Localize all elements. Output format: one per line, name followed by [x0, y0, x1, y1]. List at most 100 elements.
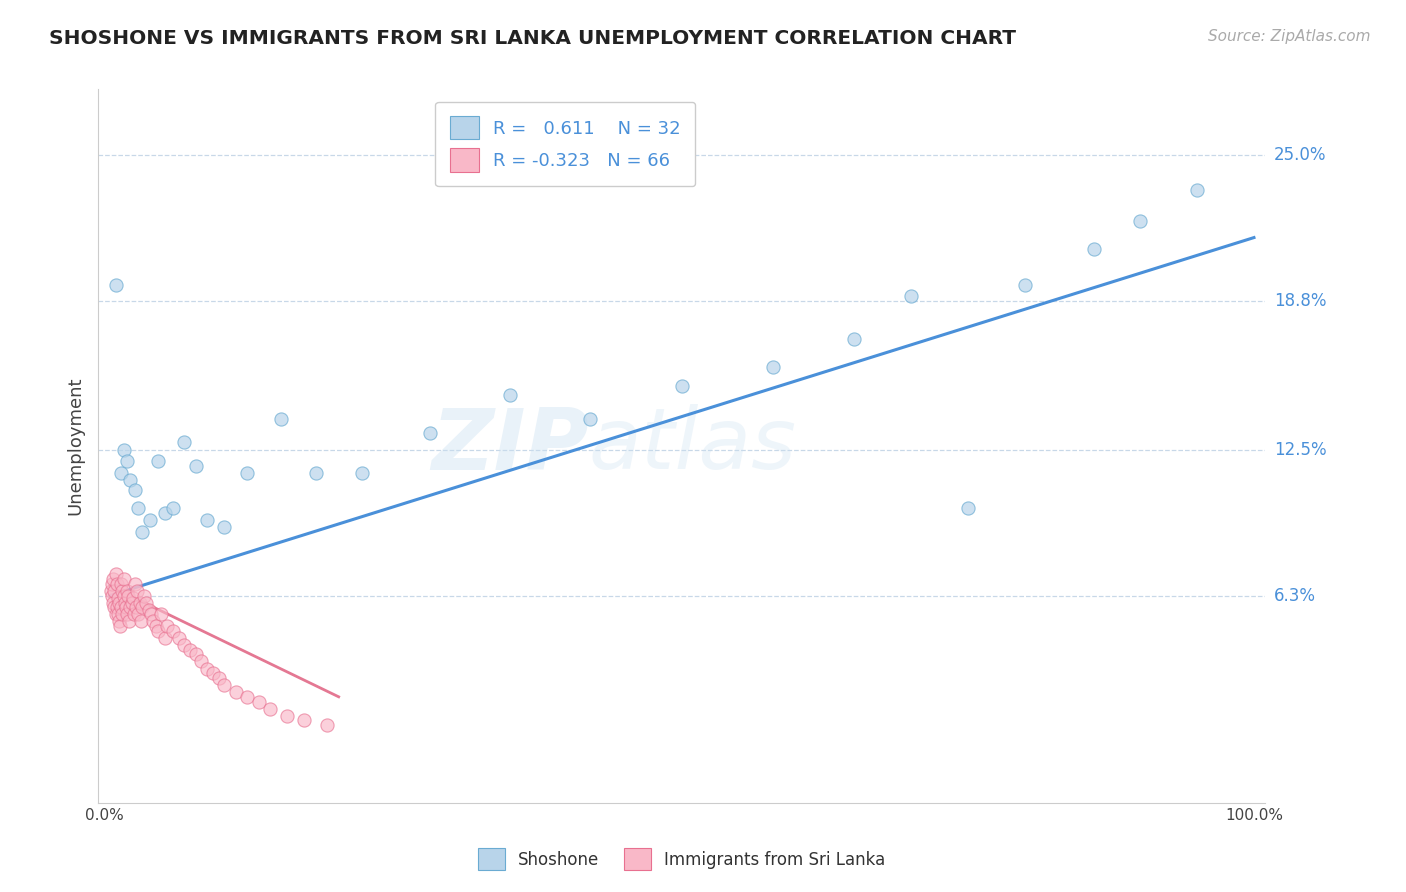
Text: 0.0%: 0.0%	[84, 807, 124, 822]
Point	[108, 619, 131, 633]
Point	[120, 600, 142, 615]
Point	[195, 662, 218, 676]
Point	[156, 619, 179, 633]
Point	[579, 412, 602, 426]
Point	[104, 567, 127, 582]
Point	[671, 379, 693, 393]
Point	[184, 458, 207, 473]
Point	[125, 600, 148, 615]
Text: 25.0%: 25.0%	[1274, 146, 1326, 164]
Point	[104, 607, 127, 622]
Point	[184, 648, 207, 662]
Point	[127, 607, 149, 622]
Text: 12.5%: 12.5%	[1274, 441, 1326, 458]
Point	[316, 718, 339, 732]
Point	[111, 607, 134, 622]
Point	[129, 615, 152, 629]
Point	[499, 388, 522, 402]
Point	[1014, 277, 1036, 292]
Point	[107, 607, 129, 622]
Point	[107, 591, 129, 605]
Point	[124, 576, 146, 591]
Point	[120, 473, 142, 487]
Point	[104, 277, 127, 292]
Point	[111, 583, 134, 598]
Point	[115, 454, 138, 468]
Point	[115, 607, 138, 622]
Point	[162, 624, 184, 638]
Point	[214, 678, 236, 692]
Point	[292, 714, 315, 728]
Point	[153, 631, 176, 645]
Point	[110, 576, 132, 591]
Text: 18.8%: 18.8%	[1274, 293, 1326, 310]
Point	[100, 583, 122, 598]
Point	[110, 466, 132, 480]
Point	[117, 589, 139, 603]
Point	[115, 600, 138, 615]
Point	[153, 506, 176, 520]
Text: atlas: atlas	[589, 404, 797, 488]
Point	[135, 596, 157, 610]
Point	[762, 360, 785, 375]
Point	[842, 332, 865, 346]
Point	[1083, 243, 1105, 257]
Point	[142, 615, 165, 629]
Text: Source: ZipAtlas.com: Source: ZipAtlas.com	[1208, 29, 1371, 45]
Point	[146, 454, 169, 468]
Point	[225, 685, 247, 699]
Point	[121, 596, 143, 610]
Point	[259, 701, 281, 715]
Point	[139, 513, 162, 527]
Point	[101, 589, 124, 603]
Text: 100.0%: 100.0%	[1225, 807, 1282, 822]
Point	[350, 466, 373, 480]
Point	[124, 483, 146, 497]
Point	[112, 589, 135, 603]
Point	[162, 501, 184, 516]
Point	[207, 671, 229, 685]
Point	[167, 631, 190, 645]
Point	[101, 576, 124, 591]
Point	[150, 607, 173, 622]
Point	[112, 442, 135, 457]
Point	[1185, 184, 1208, 198]
Point	[115, 583, 138, 598]
Point	[127, 501, 149, 516]
Point	[112, 572, 135, 586]
Point	[122, 607, 145, 622]
Point	[236, 466, 259, 480]
Point	[190, 655, 212, 669]
Point	[121, 591, 143, 605]
Point	[110, 600, 132, 615]
Point	[956, 501, 979, 516]
Point	[114, 596, 136, 610]
Point	[146, 624, 169, 638]
Point	[247, 694, 270, 708]
Point	[1128, 214, 1150, 228]
Point	[236, 690, 259, 704]
Legend: Shoshone, Immigrants from Sri Lanka: Shoshone, Immigrants from Sri Lanka	[471, 842, 893, 877]
Point	[305, 466, 328, 480]
Point	[138, 602, 160, 616]
Point	[103, 596, 125, 610]
Text: SHOSHONE VS IMMIGRANTS FROM SRI LANKA UNEMPLOYMENT CORRELATION CHART: SHOSHONE VS IMMIGRANTS FROM SRI LANKA UN…	[49, 29, 1017, 48]
Text: ZIP: ZIP	[430, 404, 589, 488]
Point	[214, 520, 236, 534]
Point	[103, 600, 125, 615]
Point	[145, 619, 167, 633]
Point	[201, 666, 224, 681]
Point	[103, 572, 125, 586]
Point	[134, 589, 156, 603]
Point	[118, 615, 141, 629]
Point	[131, 600, 153, 615]
Point	[105, 600, 128, 615]
Y-axis label: Unemployment: Unemployment	[66, 376, 84, 516]
Text: 6.3%: 6.3%	[1274, 587, 1316, 605]
Point	[131, 524, 153, 539]
Point	[108, 596, 131, 610]
Point	[128, 596, 150, 610]
Point	[127, 583, 149, 598]
Point	[108, 615, 131, 629]
Point	[419, 425, 441, 440]
